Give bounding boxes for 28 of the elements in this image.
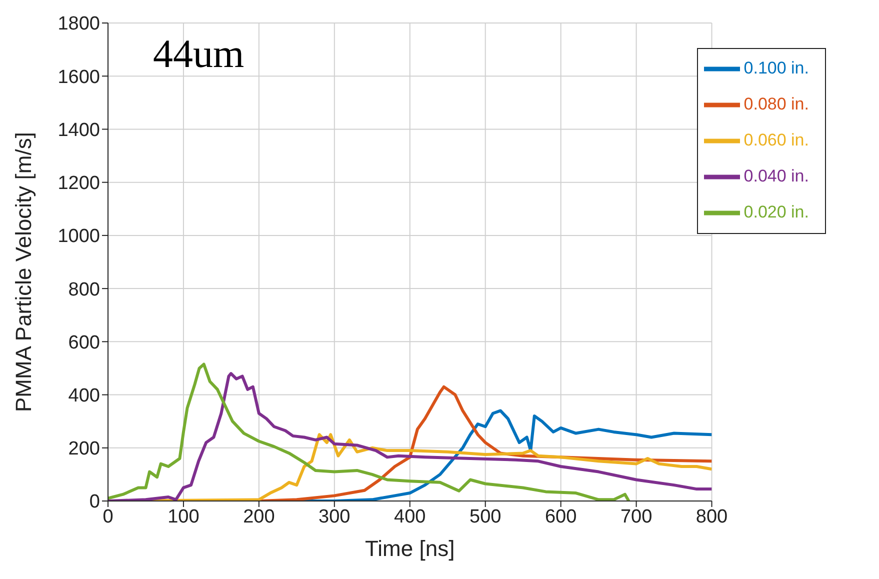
x-tick-label: 0	[102, 506, 114, 528]
y-tick-label: 600	[68, 332, 100, 354]
x-tick-label: 700	[620, 506, 652, 528]
x-tick-label: 300	[318, 506, 350, 528]
legend-label: 0.100 in.	[744, 58, 809, 78]
y-axis-title: PMMA Particle Velocity [m/s]	[10, 132, 36, 412]
annotation: 44um	[153, 30, 244, 77]
line-series	[108, 362, 630, 501]
y-tick-label: 1200	[58, 173, 100, 194]
legend-label: 0.060 in.	[744, 130, 809, 150]
y-tick-label: 1400	[58, 120, 100, 141]
legend-label: 0.020 in.	[744, 202, 809, 222]
legend-label: 0.040 in.	[744, 166, 809, 186]
x-tick-label: 800	[696, 506, 728, 528]
y-tick-label: 1800	[58, 14, 100, 35]
x-axis-title: Time [ns]	[365, 536, 455, 561]
y-tick-label: 1000	[58, 226, 100, 248]
x-tick-label: 100	[168, 506, 200, 528]
x-tick-label: 600	[544, 506, 577, 528]
x-tick-label: 500	[470, 506, 502, 528]
y-tick-label: 200	[68, 438, 100, 460]
y-tick-label: 400	[68, 386, 100, 407]
y-tick-label: 800	[68, 279, 100, 300]
y-tick-label: 0	[89, 492, 100, 513]
x-tick-label: 400	[394, 506, 426, 528]
x-tick-label: 200	[243, 506, 275, 528]
y-tick-label: 1600	[58, 66, 100, 88]
legend-label: 0.080 in.	[744, 94, 809, 114]
